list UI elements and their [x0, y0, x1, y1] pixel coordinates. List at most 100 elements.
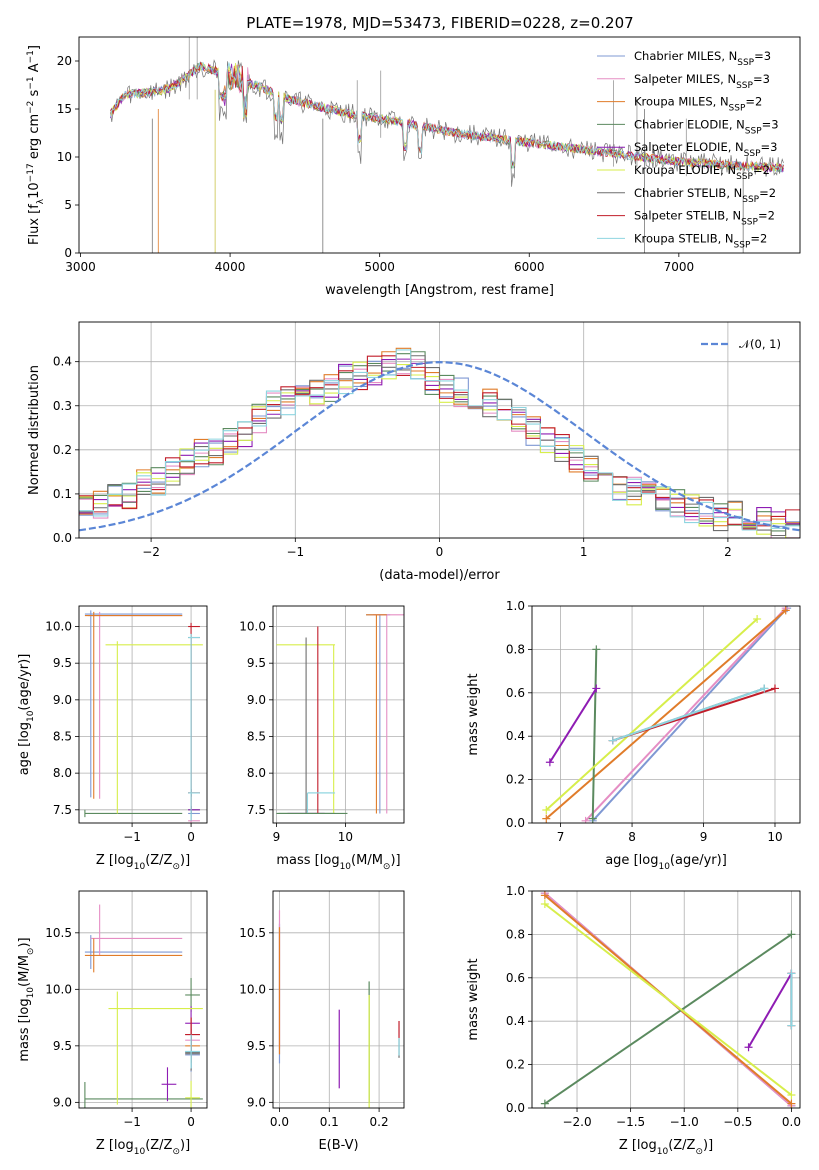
weight-z-plot-ytick-label: 1.0 [506, 884, 525, 898]
mass-ebv-plot-ytick-label: 9.0 [247, 1095, 266, 1109]
residual-plot-xtick-label: −1 [286, 545, 304, 559]
legend-entry: Chabrier ELODIE, NSSP=3 [634, 117, 779, 136]
weight-age-line [545, 618, 758, 811]
age-mass-plot-frame [272, 605, 405, 824]
weight-age-marker [542, 814, 551, 823]
weight-age-line [545, 609, 787, 820]
weight-age-plot-xtick-label: 10 [767, 830, 782, 844]
mass-ebv-plot-ytick-label: 9.5 [247, 1039, 266, 1053]
weight-z-plot: −2.0 −1.5 −1.0 −0.5 0.0 0.0 0.2 0.4 0.6 0.8 1.0 Z [… [466, 884, 801, 1157]
mass-z-plot-marks [84, 904, 203, 1108]
age-mass-xlabel: mass [log10(M/M⊙)] [276, 853, 400, 872]
residual-plot-xtick-label: 1 [580, 545, 588, 559]
weight-age-marker [545, 758, 554, 767]
gauss-legend-label: 𝒩(0, 1) [739, 337, 781, 351]
spectrum-plot-xtick-label: 6000 [514, 260, 545, 274]
residual-plot-xtick-label: 2 [724, 545, 732, 559]
weight-z-marker [787, 930, 796, 939]
mass-ebv-plot-xtick-label: 0.0 [270, 1115, 289, 1129]
weight-age-plot-grid [532, 605, 800, 824]
spectrum-plot-ytick-label: 10 [57, 150, 72, 164]
weight-age-marker [770, 684, 779, 693]
weight-age-line [549, 687, 598, 763]
residual-plot-marks [79, 347, 800, 538]
weight-z-plot-frame [531, 890, 801, 1109]
age-mass-plot-xtick-label: 9 [273, 830, 281, 844]
spectrum-ylabel: Flux [fλ10−17 erg cm−2 s−1 A−1] [26, 45, 46, 245]
mass-z-ylabel: mass [log10(M/M⊙)] [17, 937, 36, 1061]
weight-z-marker [787, 969, 796, 978]
mass-z-plot-ytick-label: 10.5 [45, 926, 72, 940]
weight-age-plot-marks [542, 606, 792, 823]
legend-entry: Salpeter ELODIE, NSSP=3 [634, 140, 777, 159]
age-z-plot-xtick-label: 0 [187, 830, 195, 844]
residual-plot-xtick-label: 0 [436, 545, 444, 559]
weight-z-plot-marks [540, 891, 796, 1108]
residual-plot: −2 −1 0 1 2 0.0 0.1 0.2 0.3 0.4 𝒩(0, 1) (data-model… [27, 321, 801, 583]
age-z-plot: −1 0 7.5 8.0 8.5 9.0 9.5 10.0 Z [log10(Z/Z⊙)] age… [17, 605, 208, 872]
weight-age-marker [588, 814, 597, 823]
weight-z-marker [540, 891, 549, 900]
weight-age-marker [760, 684, 769, 693]
age-mass-plot-ytick-label: 9.0 [247, 693, 266, 707]
weight-z-plot-xtick-label: −0.5 [723, 1115, 752, 1129]
residual-histogram [79, 355, 800, 530]
age-mass-plot-ytick-label: 10.0 [239, 620, 266, 634]
weight-age-marker [542, 805, 551, 814]
mass-z-plot-ytick-label: 9.0 [53, 1095, 72, 1109]
spectrum-plot-xtick-label: 4000 [215, 260, 246, 274]
weight-z-plot-ytick-label: 0.0 [506, 1101, 525, 1115]
weight-age-marker [592, 684, 601, 693]
weight-z-plot-ytick-label: 0.4 [506, 1014, 525, 1028]
age-z-plot-ytick-label: 9.5 [53, 656, 72, 670]
age-mass-plot-marks [276, 614, 404, 815]
spectrum-plot-xtick-label: 7000 [664, 260, 695, 274]
residual-plot-ytick-label: 0.0 [53, 531, 72, 545]
mass-ebv-plot-xtick-label: 0.1 [320, 1115, 339, 1129]
age-mass-plot-ytick-label: 9.5 [247, 656, 266, 670]
weight-z-marker [540, 1099, 549, 1108]
legend-entry: Kroupa ELODIE, NSSP=2 [634, 163, 770, 182]
age-z-plot-ytick-label: 8.5 [53, 729, 72, 743]
weight-z-line [747, 972, 793, 1048]
legend-entry: Kroupa STELIB, NSSP=2 [634, 231, 767, 250]
mass-ebv-plot-ytick-label: 10.5 [239, 926, 266, 940]
residual-xlabel: (data-model)/error [379, 568, 500, 583]
age-z-ylabel: age [log10(age/yr)] [17, 654, 36, 776]
weight-age-marker [753, 615, 762, 624]
weight-age-xlabel: age [log10(age/yr)] [605, 853, 727, 872]
weight-age-plot-xtick-label: 8 [628, 830, 636, 844]
weight-age-plot-ytick-label: 0.6 [506, 686, 525, 700]
residual-plot-xtick-label: −2 [142, 545, 160, 559]
weight-age-line [591, 649, 598, 819]
residual-histogram [79, 349, 800, 531]
mass-z-plot-ytick-label: 9.5 [53, 1039, 72, 1053]
weight-age-plot-ytick-label: 1.0 [506, 599, 525, 613]
mass-z-plot: −1 0 9.0 9.5 10.0 10.5 Z [log10(Z/Z⊙)] mass [lo… [17, 890, 208, 1157]
mass-z-plot-xtick-label: −1 [123, 1115, 141, 1129]
age-z-plot-ytick-label: 8.0 [53, 766, 72, 780]
weight-z-line [544, 933, 792, 1105]
spectrum-title: PLATE=1978, MJD=53473, FIBERID=0228, z=0… [246, 14, 633, 32]
legend-entry: Chabrier STELIB, NSSP=2 [634, 186, 776, 205]
age-z-plot-marks [84, 610, 203, 823]
legend-entry: Kroupa MILES, NSSP=2 [634, 95, 762, 114]
weight-z-plot-ytick-label: 0.2 [506, 1058, 525, 1072]
mass-ebv-plot-xtick-label: 0.2 [370, 1115, 389, 1129]
weight-z-plot-xtick-label: −1.0 [670, 1115, 699, 1129]
weight-z-plot-ytick-label: 0.6 [506, 971, 525, 985]
spectrum-plot: 3000 4000 5000 6000 7000 0 5 10 15 20 wavelength [… [26, 36, 801, 298]
weight-age-plot-ytick-label: 0.0 [506, 816, 525, 830]
age-mass-plot-ytick-label: 8.0 [247, 766, 266, 780]
age-mass-plot: 9 10 7.5 8.0 8.5 9.0 9.5 10.0 mass [log10(M/M⊙)] [239, 605, 405, 872]
spectrum-plot-xtick-label: 3000 [65, 260, 96, 274]
age-mass-plot-grid [273, 606, 404, 823]
mass-z-plot-frame [78, 890, 208, 1109]
residual-plot-ytick-label: 0.4 [53, 355, 72, 369]
mass-z-xlabel: Z [log10(Z/Z⊙)] [96, 1138, 190, 1157]
mass-z-plot-ytick-label: 10.0 [45, 982, 72, 996]
age-z-plot-xtick-label: −1 [123, 830, 141, 844]
age-z-plot-ytick-label: 10.0 [45, 620, 72, 634]
weight-age-plot-xtick-label: 7 [557, 830, 565, 844]
